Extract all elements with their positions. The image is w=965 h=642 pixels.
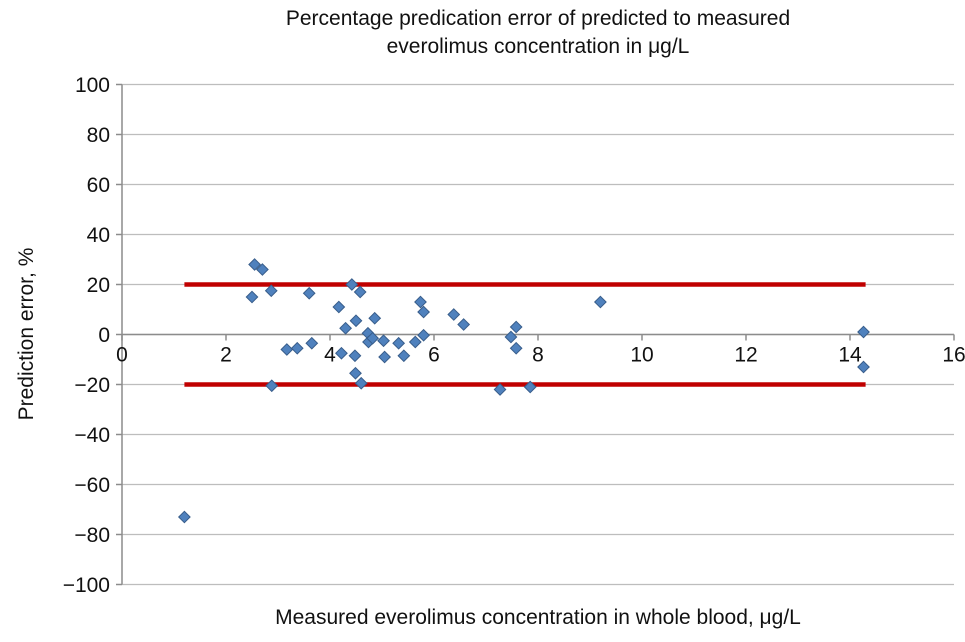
data-point [397, 349, 411, 363]
data-point [348, 349, 362, 363]
y-tick-label: −40 [74, 424, 110, 447]
data-point [248, 258, 262, 271]
x-axis-title: Measured everolimus concentration in who… [275, 606, 801, 629]
data-point [332, 300, 346, 314]
data-point [857, 360, 870, 374]
data-point [349, 366, 362, 380]
x-tick-label: 12 [734, 344, 757, 367]
data-point [523, 380, 537, 394]
data-point [354, 376, 368, 390]
x-tick-label: 16 [942, 344, 965, 367]
y-tick-label: 20 [87, 274, 110, 297]
y-tick-label: −100 [63, 574, 110, 597]
data-point [509, 320, 523, 334]
data-point [255, 263, 269, 276]
data-point [177, 510, 191, 524]
y-tick-label: 40 [87, 224, 110, 247]
data-point [335, 346, 348, 360]
y-tick-label: 60 [87, 174, 110, 197]
data-point [265, 379, 279, 393]
data-point [290, 341, 304, 355]
x-tick-label: 10 [630, 344, 653, 367]
data-point [368, 311, 382, 325]
data-point [408, 335, 422, 349]
data-point [447, 308, 461, 321]
data-point [417, 305, 431, 319]
y-axis-title: Prediction error, % [15, 247, 38, 421]
y-tick-label: −60 [74, 474, 110, 497]
data-point [302, 286, 316, 300]
data-point [366, 331, 380, 345]
chart-title: Percentage predication error of predicte… [122, 5, 954, 61]
data-point [345, 278, 359, 291]
data-point [353, 285, 367, 299]
chart-title-line2: everolimus concentration in μg/L [386, 35, 690, 58]
y-tick-label: −20 [74, 374, 110, 397]
data-point [349, 314, 363, 328]
x-tick-label: 6 [428, 344, 440, 367]
chart-title-line1: Percentage predication error of predicte… [285, 7, 791, 30]
data-point [504, 330, 518, 344]
y-tick-label: −80 [74, 524, 110, 547]
x-tick-label: 2 [220, 344, 232, 367]
data-point [280, 343, 294, 356]
data-point [457, 318, 471, 331]
data-point [378, 350, 392, 364]
data-point [377, 334, 390, 348]
y-tick-label: 0 [98, 324, 110, 347]
data-point [493, 383, 507, 396]
data-point [857, 325, 870, 339]
data-point [339, 321, 353, 335]
data-point [392, 336, 406, 350]
x-tick-label: 8 [532, 344, 544, 367]
data-point [417, 328, 431, 342]
data-point [264, 284, 278, 298]
data-point [245, 290, 259, 304]
x-tick-label: 14 [838, 344, 862, 367]
data-point [509, 341, 523, 355]
y-tick-label: 80 [87, 124, 110, 147]
data-point [414, 295, 427, 309]
data-point [593, 295, 607, 309]
x-tick-label: 0 [116, 344, 128, 367]
x-tick-label: 4 [324, 344, 336, 367]
y-tick-label: 100 [75, 74, 110, 97]
data-point [305, 336, 319, 350]
